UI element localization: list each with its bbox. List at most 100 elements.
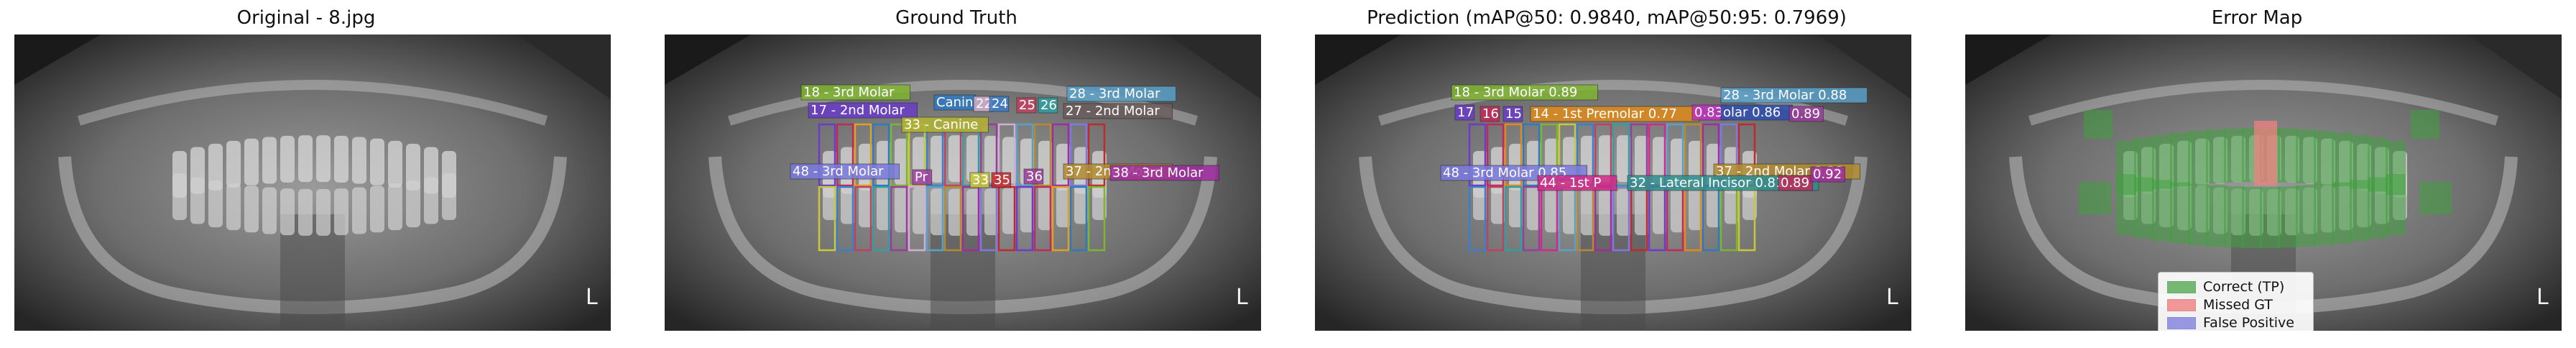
tooth-box (1051, 123, 1070, 187)
lower-tooth (1491, 177, 1505, 224)
tp-region (2224, 186, 2244, 248)
svg-text:15: 15 (1505, 106, 1522, 122)
tp-region (2152, 180, 2172, 242)
tp-region (2332, 132, 2352, 187)
tp-region (2079, 182, 2111, 214)
upper-tooth (1002, 137, 1017, 184)
tooth-box (1612, 186, 1630, 252)
tooth-box (1069, 186, 1088, 252)
tp-region (2170, 132, 2190, 187)
upper-tooth (931, 135, 945, 183)
tp-region (2116, 174, 2136, 235)
legend-item: False Positive (2167, 315, 2294, 331)
tooth-box (943, 186, 962, 252)
tp-region (2134, 177, 2154, 239)
svg-text:48 - 3rd Molar: 48 - 3rd Molar (793, 164, 884, 179)
lower-tooth (280, 188, 295, 236)
lower-tooth (1635, 188, 1649, 236)
box-label: 33 (969, 172, 990, 188)
maxilla-outline (1377, 80, 1849, 126)
lower-tooth (1038, 183, 1053, 231)
box-label: 36 (1023, 168, 1044, 185)
tooth-box (1468, 186, 1487, 252)
tp-region (2386, 174, 2406, 235)
lower-tooth (190, 177, 205, 224)
legend-label: Missed GT (2203, 297, 2273, 313)
maxilla-outline (2028, 80, 2499, 126)
lower-tooth (244, 186, 259, 233)
svg-text:48 - 3rd Molar 0.85: 48 - 3rd Molar 0.85 (1443, 165, 1566, 180)
upper-tooth (334, 135, 348, 183)
svg-text:Pr: Pr (915, 170, 928, 185)
lower-tooth (895, 186, 909, 233)
missed-region (2254, 121, 2277, 186)
upper-tooth (1599, 135, 1613, 183)
upper-tooth (226, 140, 241, 188)
tp-region (2296, 186, 2316, 247)
lower-tooth (424, 177, 438, 224)
error-legend: Correct (TP) Missed GT False Positive (2158, 272, 2314, 331)
tooth-box (836, 186, 854, 252)
tp-region (2170, 182, 2190, 244)
tp-region (2188, 130, 2208, 185)
lower-tooth (1020, 186, 1035, 233)
box-label: 17 (1454, 104, 1475, 121)
tp-region (2419, 182, 2452, 214)
svg-text:17: 17 (1457, 105, 1474, 120)
upper-tooth (262, 137, 277, 184)
svg-text:24: 24 (992, 96, 1008, 111)
box-label: 18 - 3rd Molar (800, 84, 910, 101)
box-label: 0.89 (1778, 175, 1813, 191)
panel-title: Ground Truth (895, 7, 1017, 29)
upper-tooth (280, 135, 295, 183)
legend-label: False Positive (2203, 315, 2294, 331)
tooth-box (1522, 186, 1541, 252)
box-label: Pr (912, 169, 933, 186)
xray-image: L 18 - 3rd Molar 28 - 3rd Molar 17 - 2nd Mo… (665, 35, 1261, 331)
upper-tooth (406, 143, 420, 191)
tp-region (2188, 184, 2208, 246)
upper-tooth (1671, 138, 1685, 186)
svg-text:38 - 3rd Molar: 38 - 3rd Molar (1112, 165, 1204, 180)
legend-label: Correct (TP) (2203, 279, 2285, 295)
xray-corner (517, 35, 611, 99)
box-label: 44 - 1st P (1537, 175, 1617, 191)
svg-text:0.92: 0.92 (1813, 167, 1842, 182)
lower-tooth (1074, 177, 1089, 224)
upper-tooth (984, 135, 999, 183)
xray-corner (1965, 35, 2051, 85)
xray-corner (1818, 35, 1911, 99)
lower-tooth (442, 173, 456, 220)
xray-corner (1168, 35, 1261, 99)
lower-tooth (1527, 183, 1541, 231)
xray-image: L Correct (TP) Missed GT False Positive (1965, 35, 2562, 331)
tooth-box (818, 123, 836, 187)
tp-region (2084, 110, 2113, 139)
orientation-mark: L (2536, 285, 2549, 310)
svg-text:0.89: 0.89 (1781, 175, 1809, 191)
tp-region (2314, 130, 2334, 185)
tp-region (2350, 180, 2370, 242)
upper-tooth (244, 138, 259, 186)
svg-text:32 - Lateral Incisor 0.81: 32 - Lateral Incisor 0.81 (1630, 175, 1783, 191)
box-label: 16 (1479, 106, 1500, 122)
orientation-mark: L (1236, 285, 1248, 310)
lower-tooth (406, 180, 420, 228)
tooth-box (908, 186, 926, 252)
svg-text:25: 25 (1019, 98, 1035, 113)
lower-tooth (352, 187, 366, 234)
lower-tooth (1545, 186, 1559, 233)
svg-text:18 - 3rd Molar 0.89: 18 - 3rd Molar 0.89 (1454, 85, 1577, 100)
svg-text:18 - 3rd Molar: 18 - 3rd Molar (803, 85, 895, 100)
svg-text:35: 35 (994, 173, 1010, 188)
tooth-box (1015, 123, 1034, 187)
legend-item: Correct (TP) (2167, 279, 2284, 295)
panel-ground-truth: Ground Truth L 18 - 3rd Molar 28 - 3rd Mol… (650, 0, 1262, 348)
upper-tooth (370, 138, 384, 186)
upper-tooth (1653, 137, 1667, 184)
lower-tooth (948, 188, 963, 236)
upper-tooth (388, 140, 402, 188)
box-label: 0.89 (1788, 106, 1824, 122)
lower-tooth (1707, 180, 1721, 228)
svg-text:44 - 1st P: 44 - 1st P (1540, 175, 1601, 191)
